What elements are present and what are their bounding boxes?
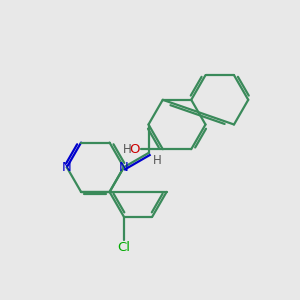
Text: O: O [129,143,140,156]
Text: N: N [62,161,72,174]
Text: H: H [123,143,132,156]
Text: Cl: Cl [117,242,130,254]
Text: N: N [119,161,129,174]
Text: H: H [153,154,162,167]
